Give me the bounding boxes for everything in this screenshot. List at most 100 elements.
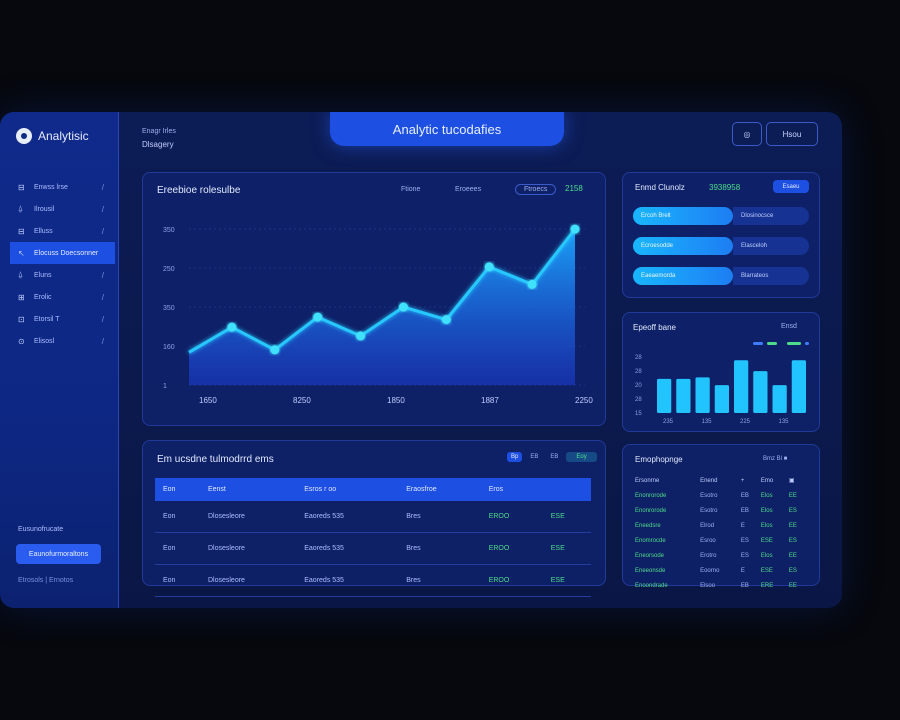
mini-table-controls[interactable]: Bmz Bl ■ xyxy=(763,456,788,462)
mini-table-row[interactable]: Enonrorode Esotro EB Elos ES xyxy=(633,503,807,518)
table-cell: ESE xyxy=(542,532,591,565)
table-cell: ESE xyxy=(542,501,591,533)
table-title: Em ucsdne tulmodrrd ems xyxy=(157,454,274,465)
table-row[interactable]: Eon Dlosesleore Eaoreds 535 Bres EROO ES… xyxy=(155,532,591,565)
table-control[interactable]: Bp xyxy=(507,452,523,462)
sidebar-section-label: Eusunofrucate xyxy=(18,526,64,533)
summary-row-right: Blarrateos xyxy=(733,267,809,285)
y-tick-label: 350 xyxy=(163,227,175,234)
summary-row-left[interactable]: Ecroesodde xyxy=(633,237,733,255)
data-point xyxy=(270,345,280,355)
chart-filter-2[interactable]: Eroeees xyxy=(455,186,482,193)
table-row[interactable]: Eon Dlosesleore Eaoreds 535 Bres EROO ES… xyxy=(155,501,591,533)
sidebar-item-active[interactable]: ↖ Elocuss Doecsonner xyxy=(10,242,115,264)
y-tick-label: 28 xyxy=(635,369,642,375)
summary-row-left[interactable]: Eaeaemorda xyxy=(633,267,733,285)
sidebar-item[interactable]: ⊡ Etorsil T / xyxy=(0,308,118,330)
mini-cell: Enonrorode xyxy=(635,507,667,514)
summary-button[interactable]: Esaeu xyxy=(773,180,809,193)
mini-cell: ESE xyxy=(760,567,773,574)
bar xyxy=(657,378,672,413)
summary-row-left[interactable]: Ercoh Brelt xyxy=(633,207,733,225)
logo-icon xyxy=(16,128,32,144)
mini-cell: Elos xyxy=(760,507,773,514)
table-control[interactable]: Eoy xyxy=(566,452,597,462)
mini-cell: EE xyxy=(788,552,797,559)
mini-table-row[interactable]: Eneeonsde Eoorno E ESE ES xyxy=(633,563,807,578)
sidebar-item-label: Ilrousil xyxy=(34,205,55,213)
chevron-right-icon: / xyxy=(101,336,104,346)
mini-cell: Eneeonsde xyxy=(635,567,666,574)
table-cell: Dlosesleore xyxy=(199,564,297,597)
mini-cell: ERE xyxy=(760,582,774,589)
mini-cell: Elrod xyxy=(700,522,715,529)
table-cell: Eon xyxy=(155,501,200,533)
sidebar-item-label: Enwss lrse xyxy=(34,183,68,191)
mini-table-row[interactable]: Enonrorode Esotro EB Elos EE xyxy=(633,488,807,503)
sidebar-item[interactable]: ⍙ Ilrousil / xyxy=(0,198,118,220)
nav-icon: ⊙ xyxy=(18,336,25,346)
mini-cell: Enoondrade xyxy=(635,582,668,589)
column-header[interactable]: Esros r oo xyxy=(296,478,399,501)
table-cell: ESE xyxy=(542,564,591,597)
mini-table-title: Emophopnge xyxy=(635,455,683,464)
summary-row-right: Dlosinocsce xyxy=(733,207,809,225)
mini-col-header: ▣ xyxy=(788,478,795,484)
chart-filter-1[interactable]: Ftione xyxy=(401,186,421,193)
app-logo[interactable]: Analytisic xyxy=(16,128,89,144)
mini-cell: ES xyxy=(788,507,797,514)
sidebar-footer[interactable]: Etrosols | Ernotos xyxy=(18,577,74,584)
bar xyxy=(695,377,710,413)
mini-table-row[interactable]: Eneedsre Elrod E Elos EE xyxy=(633,518,807,533)
table-cell: EROO xyxy=(480,501,543,533)
data-table: Eon Eenst Esros r oo Eraosfroe Eros Eon … xyxy=(155,478,591,597)
chevron-right-icon: / xyxy=(101,204,104,214)
table-cell: Eaoreds 535 xyxy=(296,532,399,565)
legend-swatch xyxy=(753,342,763,345)
chart-filter-3[interactable]: Ftroecs xyxy=(515,184,557,195)
app-name: Analytisic xyxy=(38,129,89,143)
table-control[interactable]: EB xyxy=(530,454,539,460)
table-row[interactable]: Eon Dlosesleore Eaoreds 535 Bres EROO ES… xyxy=(155,564,591,597)
data-point xyxy=(484,262,494,272)
data-point xyxy=(527,279,537,289)
sidebar-item[interactable]: ⊟ Enwss lrse / xyxy=(0,176,118,198)
mini-table-row[interactable]: Enoondrade Elsoo EB ERE EE xyxy=(633,578,807,593)
sidebar-item[interactable]: ⊟ Elluss / xyxy=(0,220,118,242)
series-line xyxy=(188,228,577,354)
x-tick-label: 1650 xyxy=(199,396,217,405)
column-header[interactable]: Eros xyxy=(480,478,591,501)
sidebar-item-label: Erolic xyxy=(34,293,52,301)
legend-swatch xyxy=(787,342,801,345)
table-cell: Bres xyxy=(398,501,481,533)
dashboard-window: Analytisic ⊟ Enwss lrse / ⍙ Ilrousil / ⊟ Ellu… xyxy=(0,112,842,608)
nav-icon: ⊟ xyxy=(18,226,25,236)
mini-table-row[interactable]: Eneorsode Erotro ES Elos EE xyxy=(633,548,807,563)
chart-value-badge: 2158 xyxy=(565,184,583,193)
y-tick-label: 1 xyxy=(163,383,167,390)
mini-cell: ES xyxy=(740,552,749,559)
mini-cell: Eoorno xyxy=(700,567,720,574)
sidebar-item-label: Elisosl xyxy=(34,337,55,345)
column-header[interactable]: Eraosfroe xyxy=(398,478,481,501)
sidebar-item[interactable]: ⊙ Elisosl / xyxy=(0,330,118,352)
header-menu-button[interactable]: Hsou xyxy=(766,122,818,146)
table-control[interactable]: EB xyxy=(550,454,559,460)
mini-cell: E xyxy=(740,567,745,574)
sidebar-action-button[interactable]: Eaunofurmoraltons xyxy=(16,544,101,564)
bar-chart-card: Epeoff bane Ensd 28 28 20 28 15 235 135 225 135 xyxy=(622,312,820,432)
sidebar-item[interactable]: ⊞ Erolic / xyxy=(0,286,118,308)
nav-icon: ⊞ xyxy=(18,292,25,302)
page-title-tab[interactable]: Analytic tucodafies xyxy=(330,112,564,146)
bar-chart: 28 28 20 28 15 235 135 225 135 xyxy=(635,342,809,425)
data-point xyxy=(570,224,580,234)
sidebar-item[interactable]: ⍙ Eluns / xyxy=(0,264,118,286)
nav-icon: ⍙ xyxy=(18,204,23,213)
legend-swatch xyxy=(767,342,777,345)
y-tick-label: 15 xyxy=(635,411,642,417)
column-header[interactable]: Eenst xyxy=(199,478,297,501)
mini-table-row[interactable]: Enomrocde Esroo ES ESE ES xyxy=(633,533,807,548)
camera-icon[interactable]: ◎ xyxy=(732,122,762,146)
mini-cell: ES xyxy=(740,537,749,544)
column-header[interactable]: Eon xyxy=(155,478,200,501)
